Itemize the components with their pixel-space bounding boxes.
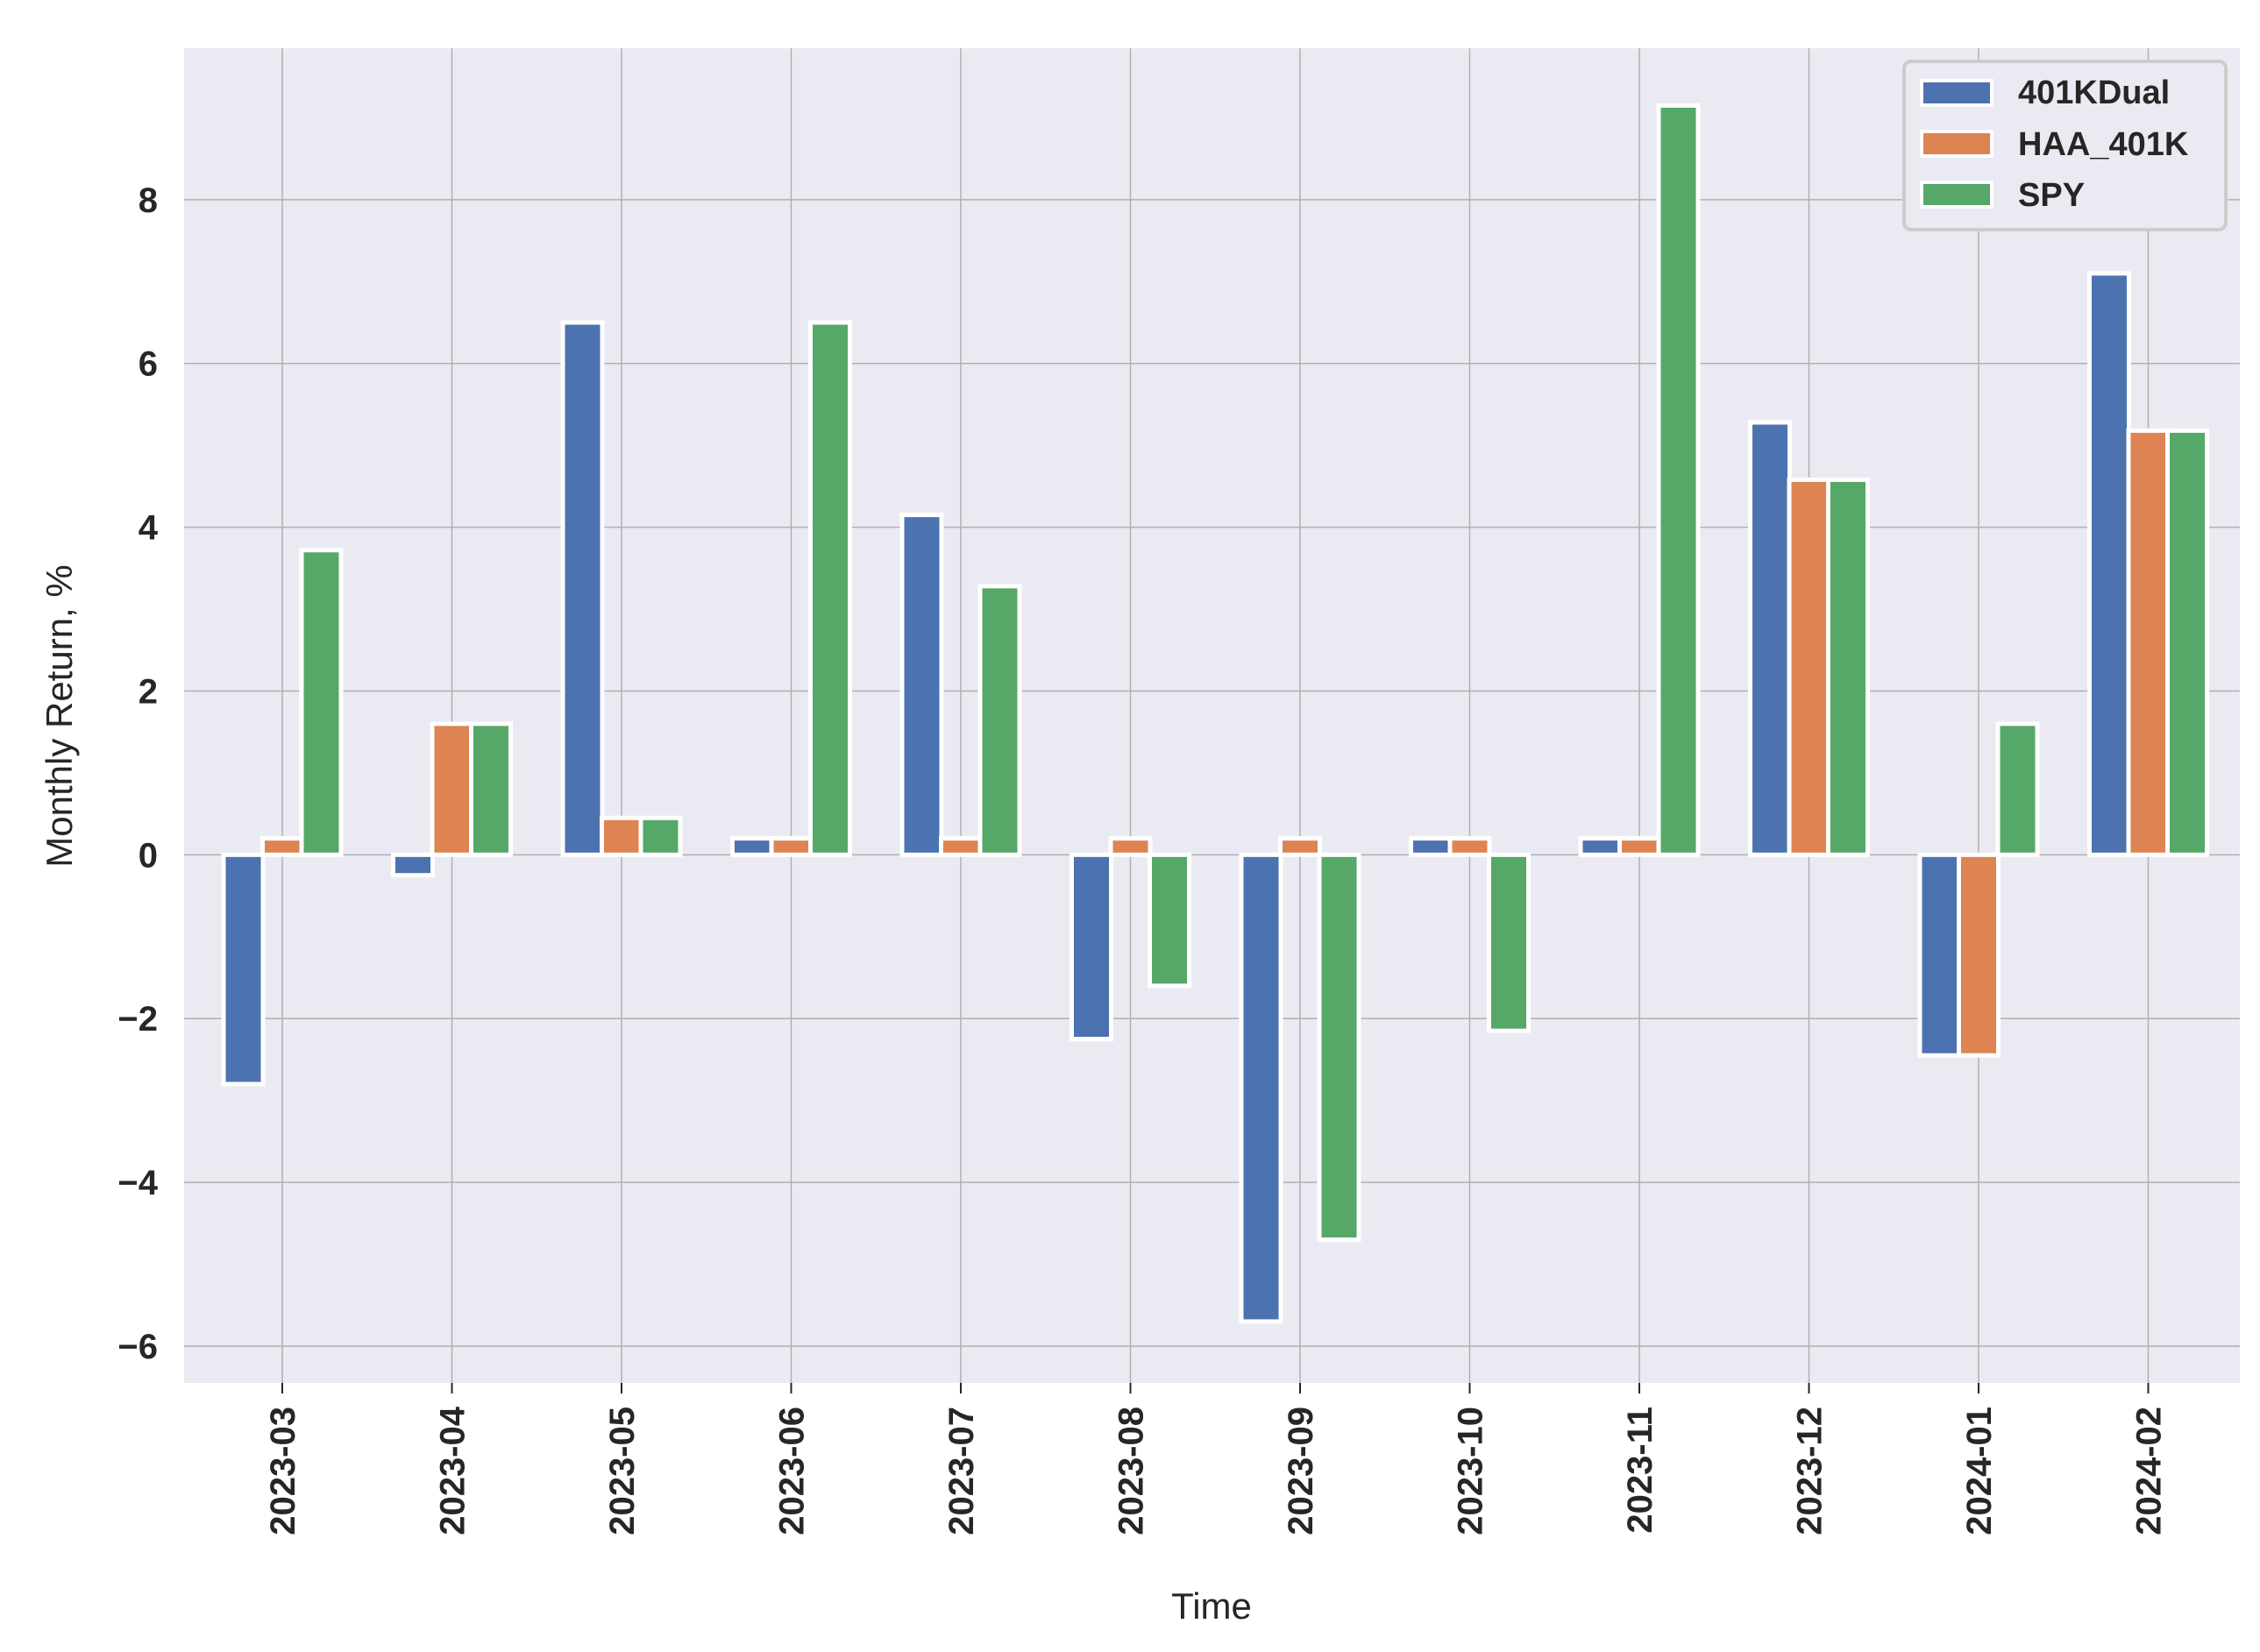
x-axis-title: Time bbox=[1171, 1585, 1252, 1627]
legend-label-401kdual: 401KDual bbox=[2018, 74, 2170, 111]
bar-401kdual-2023-11 bbox=[1578, 836, 1623, 857]
bar-spy-2023-05 bbox=[638, 815, 683, 857]
y-tick-label: 8 bbox=[139, 181, 158, 220]
bar-haa-401k-2024-01 bbox=[1957, 852, 2001, 1058]
y-axis-title: Monthly Return, % bbox=[39, 564, 80, 867]
bar-haa-401k-2023-09 bbox=[1278, 836, 1322, 857]
bar-spy-2023-04 bbox=[469, 721, 513, 857]
x-tick-label: 2023-09 bbox=[1282, 1407, 1320, 1535]
x-tick-label: 2023-05 bbox=[603, 1407, 642, 1535]
x-tick-label: 2023-08 bbox=[1112, 1407, 1151, 1535]
bar-401kdual-2023-12 bbox=[1748, 420, 1792, 857]
bar-401kdual-2024-01 bbox=[1917, 852, 1962, 1058]
bar-haa-401k-2023-06 bbox=[769, 836, 814, 857]
y-tick-label: −6 bbox=[117, 1328, 158, 1366]
bar-spy-2023-12 bbox=[1826, 477, 1870, 857]
bar-spy-2023-08 bbox=[1148, 852, 1191, 989]
legend-swatch-haa-401k bbox=[1920, 130, 1993, 158]
y-axis-ticks: −6 −4 −2 0 2 4 6 8 bbox=[117, 181, 158, 1366]
bar-haa-401k-2023-12 bbox=[1787, 477, 1831, 857]
bar-401kdual-2023-05 bbox=[560, 320, 605, 857]
legend-swatch-401kdual bbox=[1920, 79, 1993, 107]
y-tick-label: 6 bbox=[139, 345, 158, 384]
x-tick-label: 2024-02 bbox=[2130, 1407, 2169, 1535]
legend: 401KDual HAA_401K SPY bbox=[1902, 60, 2228, 231]
bar-401kdual-2023-09 bbox=[1239, 852, 1283, 1324]
x-tick-label: 2024-01 bbox=[1960, 1407, 1999, 1535]
bar-haa-401k-2023-04 bbox=[430, 721, 474, 857]
bar-spy-2023-10 bbox=[1487, 852, 1531, 1033]
x-tick-label: 2023-04 bbox=[434, 1406, 473, 1535]
y-tick-label: −4 bbox=[117, 1164, 158, 1202]
bar-spy-2023-06 bbox=[808, 320, 852, 857]
x-tick-label: 2023-11 bbox=[1621, 1407, 1659, 1534]
legend-label-haa-401k: HAA_401K bbox=[2018, 126, 2189, 163]
bar-401kdual-2023-06 bbox=[730, 836, 774, 857]
y-tick-label: −2 bbox=[117, 1000, 158, 1039]
bar-haa-401k-2023-03 bbox=[260, 836, 304, 857]
bar-spy-2024-01 bbox=[1995, 721, 2040, 857]
bar-spy-2023-03 bbox=[299, 548, 344, 857]
x-tick-label: 2023-06 bbox=[773, 1407, 812, 1535]
legend-label-spy: SPY bbox=[2018, 177, 2085, 214]
y-tick-label: 0 bbox=[139, 836, 158, 875]
bars bbox=[221, 103, 2209, 1324]
x-axis-ticks: 2023-03 2023-04 2023-05 2023-06 2023-07 2023-… bbox=[264, 1383, 2169, 1535]
bar-401kdual-2023-10 bbox=[1409, 836, 1453, 857]
bar-haa-401k-2023-08 bbox=[1108, 836, 1153, 857]
bar-401kdual-2023-03 bbox=[221, 852, 266, 1087]
bar-haa-401k-2023-05 bbox=[600, 815, 643, 857]
plot-area bbox=[184, 48, 2240, 1383]
bar-spy-2023-09 bbox=[1317, 852, 1361, 1242]
y-tick-label: 4 bbox=[139, 509, 159, 548]
bar-401kdual-2023-08 bbox=[1070, 852, 1113, 1042]
y-tick-label: 2 bbox=[139, 672, 158, 711]
x-tick-label: 2023-03 bbox=[264, 1407, 302, 1535]
x-tick-label: 2023-12 bbox=[1791, 1407, 1830, 1535]
bar-haa-401k-2023-07 bbox=[939, 836, 983, 857]
bar-401kdual-2023-07 bbox=[899, 513, 944, 857]
x-tick-label: 2023-07 bbox=[942, 1407, 981, 1535]
bar-401kdual-2024-02 bbox=[2087, 271, 2131, 857]
grid-lines bbox=[184, 48, 2240, 1383]
bar-haa-401k-2023-10 bbox=[1447, 836, 1492, 857]
bar-401kdual-2023-04 bbox=[391, 852, 435, 878]
bar-spy-2024-02 bbox=[2165, 428, 2209, 857]
bar-haa-401k-2023-11 bbox=[1617, 836, 1661, 857]
legend-swatch-spy bbox=[1920, 181, 1993, 209]
bar-haa-401k-2024-02 bbox=[2126, 428, 2171, 857]
bar-spy-2023-07 bbox=[977, 584, 1022, 857]
x-tick-label: 2023-10 bbox=[1452, 1407, 1490, 1535]
bar-spy-2023-11 bbox=[1656, 103, 1701, 857]
